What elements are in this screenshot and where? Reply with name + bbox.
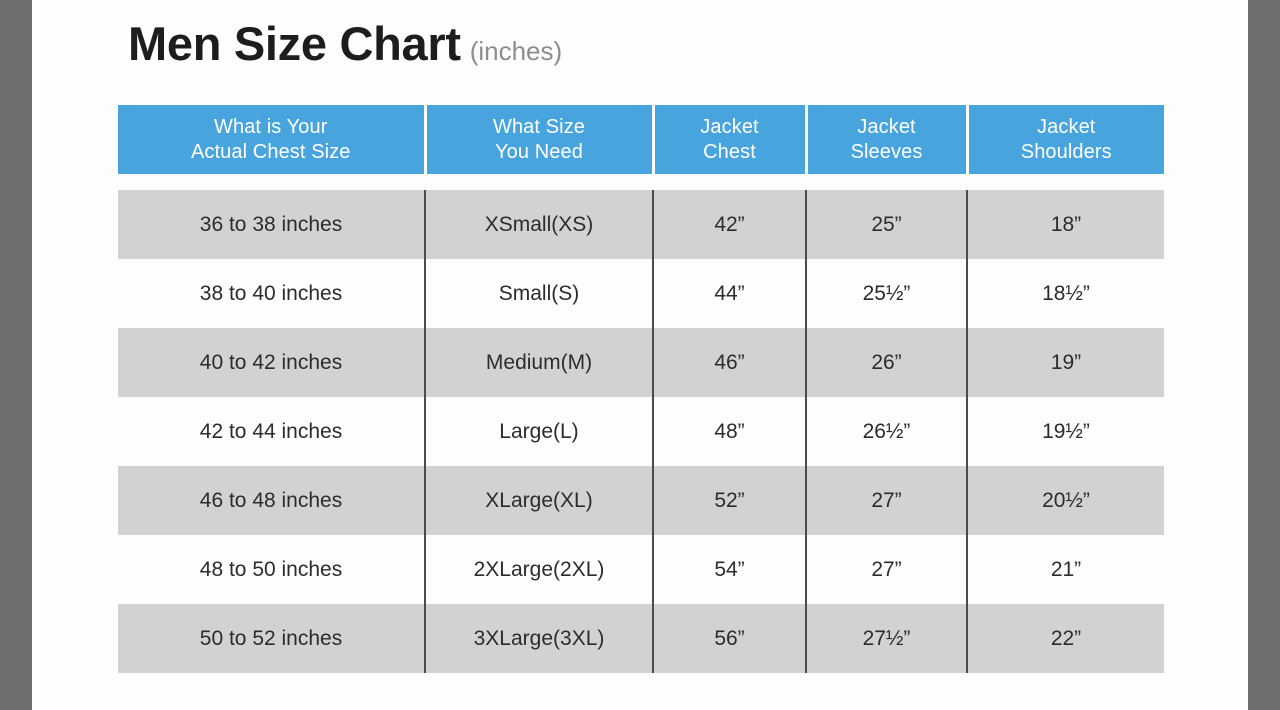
cell-size-you-need: Large(L) xyxy=(425,397,654,466)
cell-jacket-sleeves: 25½” xyxy=(806,259,968,328)
cell-jacket-sleeves: 26” xyxy=(806,328,968,397)
table-body: 36 to 38 inches XSmall(XS) 42” 25” 18” 3… xyxy=(118,174,1164,673)
column-header-line-1: What is Your xyxy=(214,116,328,139)
page-title-main: Men Size Chart xyxy=(128,17,461,70)
column-header-line-2: You Need xyxy=(495,140,583,163)
cell-jacket-shoulders: 19½” xyxy=(967,397,1164,466)
table-row: 46 to 48 inches XLarge(XL) 52” 27” 20½” xyxy=(118,466,1164,535)
cell-jacket-shoulders: 18” xyxy=(967,190,1164,259)
cell-actual-chest-size: 36 to 38 inches xyxy=(118,190,426,259)
column-header-line-2: Shoulders xyxy=(1020,140,1112,163)
cell-actual-chest-size: 38 to 40 inches xyxy=(118,259,426,328)
cell-jacket-shoulders: 18½” xyxy=(967,259,1164,328)
cell-actual-chest-size: 50 to 52 inches xyxy=(118,604,426,673)
column-header-line-2: Actual Chest Size xyxy=(190,140,351,163)
page-title-units: (inches) xyxy=(469,36,563,66)
header-body-gap-cell xyxy=(118,174,1164,190)
cell-jacket-shoulders: 19” xyxy=(967,328,1164,397)
letterbox-right-bar xyxy=(1248,0,1280,710)
cell-actual-chest-size: 46 to 48 inches xyxy=(118,466,426,535)
cell-size-you-need: XSmall(XS) xyxy=(425,190,654,259)
cell-jacket-chest: 54” xyxy=(653,535,807,604)
cell-jacket-shoulders: 22” xyxy=(967,604,1164,673)
column-header-actual-chest-size: What is Your Actual Chest Size xyxy=(118,105,427,174)
cell-size-you-need: Medium(M) xyxy=(425,328,654,397)
column-header-jacket-sleeves: Jacket Sleeves xyxy=(806,105,969,174)
cell-size-you-need: 2XLarge(2XL) xyxy=(425,535,654,604)
cell-jacket-sleeves: 27½” xyxy=(806,604,968,673)
slide-content: Men Size Chart (inches) What is Your Act… xyxy=(32,0,1248,710)
cell-jacket-shoulders: 20½” xyxy=(967,466,1164,535)
table-row: 36 to 38 inches XSmall(XS) 42” 25” 18” xyxy=(118,190,1164,259)
cell-size-you-need: Small(S) xyxy=(425,259,654,328)
cell-jacket-chest: 42” xyxy=(653,190,807,259)
page-title: Men Size Chart (inches) xyxy=(128,20,562,67)
table-row: 42 to 44 inches Large(L) 48” 26½” 19½” xyxy=(118,397,1164,466)
cell-jacket-sleeves: 25” xyxy=(806,190,968,259)
cell-jacket-sleeves: 27” xyxy=(806,535,968,604)
column-header-line-2: Sleeves xyxy=(850,140,923,163)
table-row: 48 to 50 inches 2XLarge(2XL) 54” 27” 21” xyxy=(118,535,1164,604)
cell-jacket-sleeves: 26½” xyxy=(806,397,968,466)
column-header-line-1: Jacket xyxy=(857,116,916,139)
column-header-jacket-chest: Jacket Chest xyxy=(653,105,808,174)
size-chart-table: What is Your Actual Chest Size What Size… xyxy=(118,105,1164,673)
table-header: What is Your Actual Chest Size What Size… xyxy=(118,105,1164,174)
cell-jacket-chest: 44” xyxy=(653,259,807,328)
letterbox-left-bar xyxy=(0,0,32,710)
column-header-line-1: What Size xyxy=(492,116,586,139)
cell-jacket-shoulders: 21” xyxy=(967,535,1164,604)
column-header-line-2: Chest xyxy=(703,140,756,163)
column-header-line-1: Jacket xyxy=(1037,116,1096,139)
header-row: What is Your Actual Chest Size What Size… xyxy=(118,105,1164,174)
cell-actual-chest-size: 42 to 44 inches xyxy=(118,397,426,466)
cell-jacket-chest: 52” xyxy=(653,466,807,535)
cell-jacket-chest: 48” xyxy=(653,397,807,466)
column-header-jacket-shoulders: Jacket Shoulders xyxy=(967,105,1164,174)
header-body-gap xyxy=(118,174,1164,190)
column-header-size-you-need: What Size You Need xyxy=(425,105,655,174)
cell-jacket-chest: 56” xyxy=(653,604,807,673)
cell-jacket-chest: 46” xyxy=(653,328,807,397)
table-row: 40 to 42 inches Medium(M) 46” 26” 19” xyxy=(118,328,1164,397)
cell-jacket-sleeves: 27” xyxy=(806,466,968,535)
column-header-line-1: Jacket xyxy=(700,116,759,139)
cell-size-you-need: XLarge(XL) xyxy=(425,466,654,535)
table-row: 38 to 40 inches Small(S) 44” 25½” 18½” xyxy=(118,259,1164,328)
cell-size-you-need: 3XLarge(3XL) xyxy=(425,604,654,673)
cell-actual-chest-size: 48 to 50 inches xyxy=(118,535,426,604)
table-row: 50 to 52 inches 3XLarge(3XL) 56” 27½” 22… xyxy=(118,604,1164,673)
cell-actual-chest-size: 40 to 42 inches xyxy=(118,328,426,397)
